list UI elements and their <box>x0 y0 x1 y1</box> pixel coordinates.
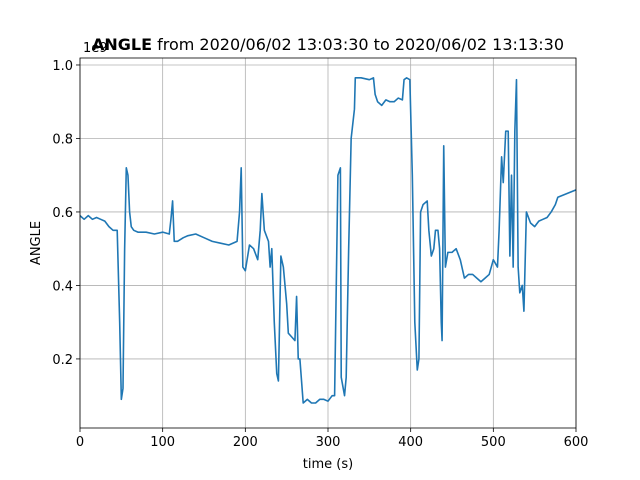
x-tick-label: 100 <box>150 435 175 450</box>
x-tick-label: 0 <box>76 435 84 450</box>
y-tick-label: 0.2 <box>52 353 73 368</box>
x-axis-label: time (s) <box>303 457 353 472</box>
x-tick-label: 200 <box>233 435 258 450</box>
plot-frame <box>79 57 577 429</box>
x-tick-label: 600 <box>564 435 589 450</box>
y-axis-label: ANGLE <box>29 221 44 265</box>
x-tick-label: 300 <box>316 435 341 450</box>
x-tick-label: 500 <box>481 435 506 450</box>
y-tick-label: 0.4 <box>52 279 73 294</box>
x-tick-label: 400 <box>398 435 423 450</box>
y-offset-label: 1e9 <box>83 41 108 56</box>
title-rest: from 2020/06/02 13:03:30 to 2020/06/02 1… <box>157 35 564 54</box>
y-tick-label: 0.8 <box>52 132 73 147</box>
title-bold: ANGLE <box>92 35 152 54</box>
y-tick-label: 0.6 <box>52 206 73 221</box>
data-line <box>80 77 576 404</box>
chart-title: ANGLE from 2020/06/02 13:03:30 to 2020/0… <box>92 35 564 54</box>
y-tick-label: 1.0 <box>52 59 73 74</box>
